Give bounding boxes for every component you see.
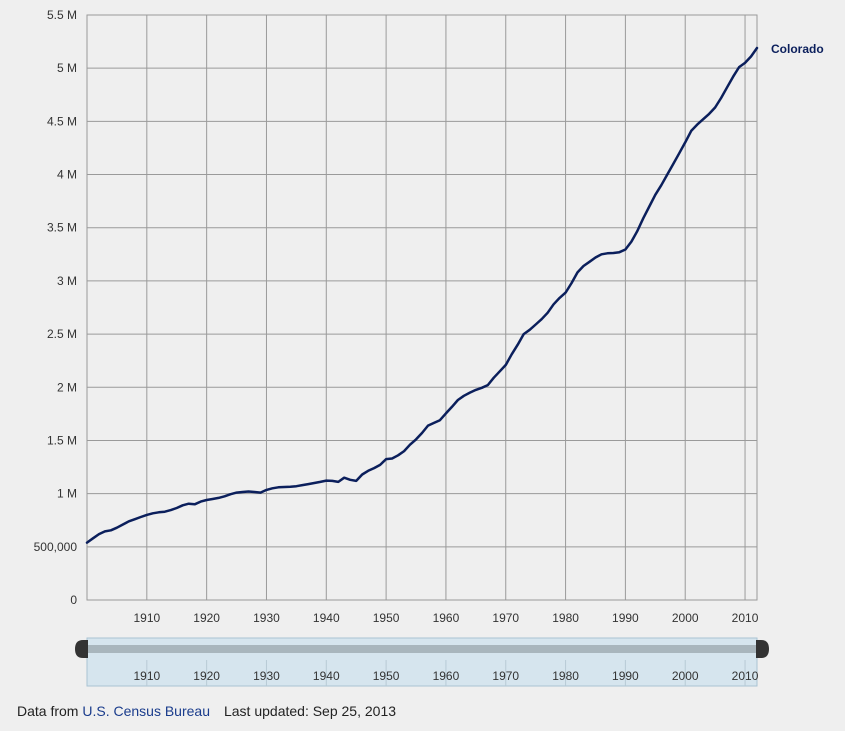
x-tick-label: 2000 (672, 611, 699, 625)
y-tick-label: 1.5 M (47, 433, 77, 447)
x-tick-label: 1940 (313, 611, 340, 625)
navigator-right-handle[interactable] (756, 640, 769, 658)
last-updated: Last updated: Sep 25, 2013 (223, 703, 397, 719)
navigator-track[interactable] (82, 645, 762, 653)
y-tick-label: 3.5 M (47, 221, 77, 235)
x-tick-label: 1920 (193, 611, 220, 625)
navigator-tick-label: 1920 (193, 669, 220, 683)
x-axis: 1910 1920 1930 1940 1950 1960 1970 1980 1990 2000… (133, 611, 758, 625)
y-tick-label: 4 M (57, 168, 77, 182)
navigator-tick-label: 1970 (492, 669, 519, 683)
y-tick-label: 3 M (57, 274, 77, 288)
plot-border (86, 14, 758, 601)
x-tick-label: 1930 (253, 611, 280, 625)
footer-prefix: Data from (17, 703, 83, 719)
navigator-tick-label: 1960 (433, 669, 460, 683)
x-tick-label: 1980 (552, 611, 579, 625)
navigator-tick-label: 1980 (552, 669, 579, 683)
y-tick-label: 5.5 M (47, 8, 77, 22)
footer: Data from U.S. Census Bureau Last updated… (17, 703, 396, 719)
x-tick-label: 1960 (433, 611, 460, 625)
range-navigator[interactable]: 1910 1920 1930 1940 1950 1960 1970 1980 1990 2000… (75, 637, 769, 687)
y-axis: 0 500,000 1 M 1.5 M 2 M 2.5 M 3 M 3.5 M 4 M 4.5 M… (34, 8, 78, 607)
x-tick-label: 1990 (612, 611, 639, 625)
navigator-tick-label: 1950 (373, 669, 400, 683)
y-tick-label: 4.5 M (47, 114, 77, 128)
navigator-left-handle[interactable] (75, 640, 88, 658)
y-tick-label: 5 M (57, 61, 77, 75)
census-bureau-link[interactable]: U.S. Census Bureau (82, 703, 210, 719)
navigator-x-axis: 1910 1920 1930 1940 1950 1960 1970 1980 1990 2000… (133, 660, 759, 686)
grid (87, 14, 757, 601)
y-tick-label: 500,000 (34, 540, 78, 554)
y-tick-label: 1 M (57, 487, 77, 501)
series-label-colorado: Colorado (771, 42, 824, 56)
x-tick-label: 2010 (732, 611, 759, 625)
x-tick-label: 1970 (492, 611, 519, 625)
navigator-tick-label: 2000 (672, 669, 699, 683)
y-tick-label: 0 (70, 593, 77, 607)
navigator-tick-label: 1940 (313, 669, 340, 683)
navigator-tick-label: 1990 (612, 669, 639, 683)
navigator-tick-label: 1910 (133, 669, 160, 683)
navigator-tick-label: 1930 (253, 669, 280, 683)
x-tick-label: 1950 (373, 611, 400, 625)
y-tick-label: 2.5 M (47, 327, 77, 341)
navigator-tick-label: 2010 (732, 669, 759, 683)
x-tick-label: 1910 (133, 611, 160, 625)
y-tick-label: 2 M (57, 380, 77, 394)
series-line-colorado[interactable] (85, 46, 759, 544)
